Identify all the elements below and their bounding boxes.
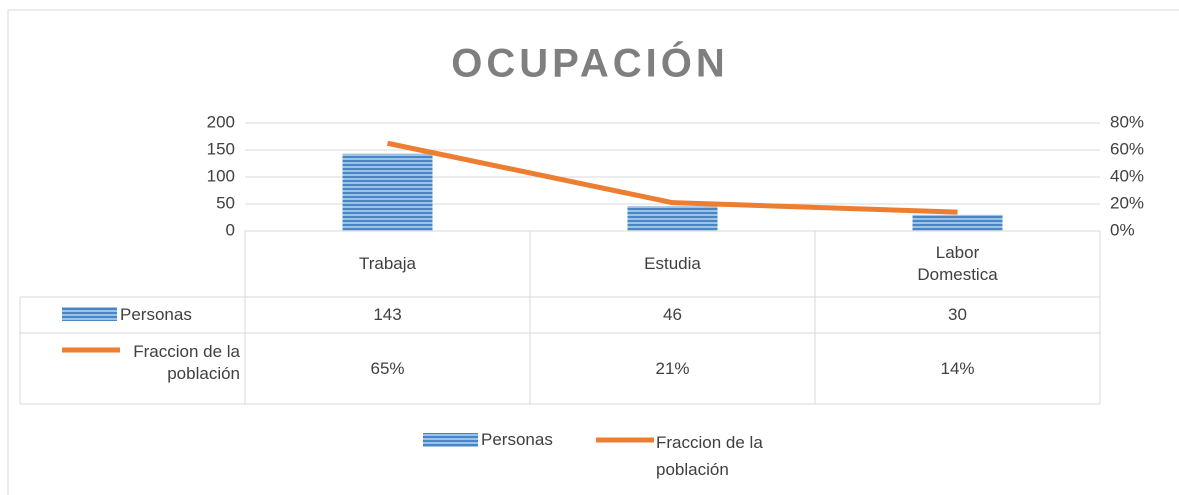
chart-border (7, 9, 1179, 495)
table-value: 46 (663, 305, 682, 324)
y-tick-label: 50 (216, 193, 235, 212)
y-tick-label: 0 (226, 220, 235, 239)
category-label: Labor Domestica (917, 243, 998, 284)
y-tick-label: 100 (207, 166, 235, 185)
table-value: 30 (948, 305, 967, 324)
bar (342, 153, 433, 231)
legend-label: Personas (481, 430, 553, 449)
y2-tick-label: 80% (1110, 112, 1144, 131)
table-value: 21% (655, 358, 690, 378)
legend-label: Fraccion de la población (656, 433, 763, 479)
bar (627, 206, 718, 231)
row-header: Personas (120, 305, 192, 324)
table-value: 65% (370, 358, 405, 378)
line (386, 140, 958, 215)
category-label: Estudia (644, 254, 701, 273)
y-tick-label: 150 (207, 139, 235, 158)
chart-title: OCUPACIÓN (451, 40, 728, 86)
row-header: Fraccion de la población (133, 342, 240, 383)
y2-tick-label: 60% (1110, 139, 1144, 158)
y2-tick-label: 20% (1110, 193, 1144, 212)
y-tick-label: 200 (207, 112, 235, 131)
y2-tick-label: 40% (1110, 166, 1144, 185)
table-value: 143 (373, 305, 402, 324)
legend-key (62, 307, 117, 321)
y2-tick-label: 0% (1110, 220, 1135, 239)
category-label: Trabaja (358, 254, 416, 273)
table-value: 14% (940, 358, 975, 378)
legend-key (423, 433, 478, 447)
bar (912, 214, 1003, 231)
